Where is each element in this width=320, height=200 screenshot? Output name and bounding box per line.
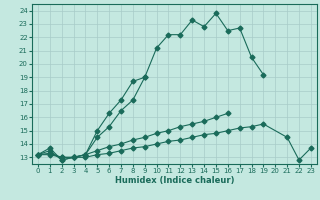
X-axis label: Humidex (Indice chaleur): Humidex (Indice chaleur) bbox=[115, 176, 234, 185]
